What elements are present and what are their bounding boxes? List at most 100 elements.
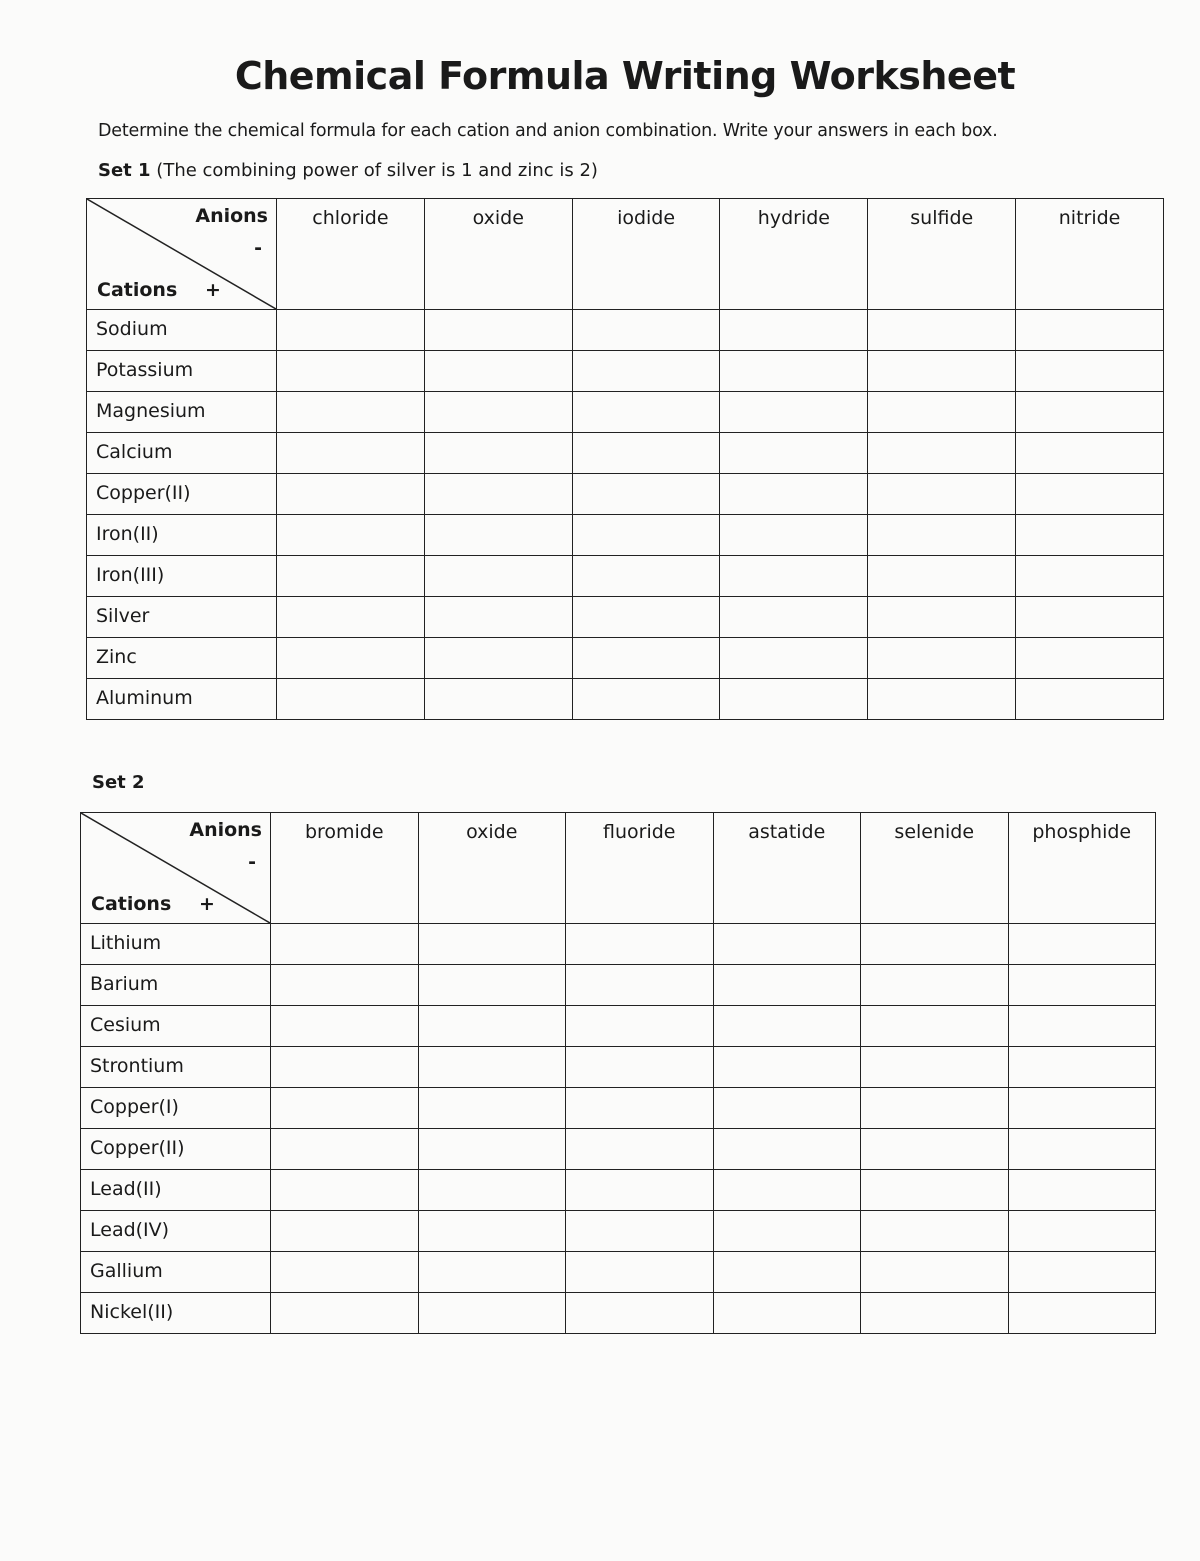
- anions-label: Anions: [189, 819, 262, 841]
- answer-box: [571, 596, 721, 638]
- corner-header-cell: Anions - Cations +: [80, 812, 271, 924]
- answer-box: [719, 596, 869, 638]
- answer-box: [712, 1292, 861, 1334]
- table-row: Calcium: [86, 432, 1164, 474]
- answer-box: [276, 473, 425, 515]
- answer-box: [565, 1128, 714, 1170]
- answer-box: [276, 391, 425, 433]
- answer-box: [423, 391, 573, 433]
- answer-box: [417, 1128, 566, 1170]
- worksheet-title: Chemical Formula Writing Worksheet: [234, 54, 1016, 98]
- anion-header-nitride: nitride: [1015, 198, 1164, 310]
- set-1-table: Anions - Cations + chloride oxide iodide hydrid…: [86, 198, 1164, 720]
- cation-label: Iron(III): [86, 555, 277, 597]
- answer-box: [571, 350, 721, 392]
- answer-box: [276, 432, 425, 474]
- cation-label: Gallium: [80, 1251, 271, 1293]
- answer-box: [712, 1005, 861, 1047]
- answer-box: [270, 1046, 419, 1088]
- answer-box: [712, 1046, 861, 1088]
- answer-box: [1015, 473, 1164, 515]
- answer-box: [860, 1128, 1009, 1170]
- answer-box: [1015, 432, 1164, 474]
- answer-box: [565, 1251, 714, 1293]
- answer-box: [867, 350, 1017, 392]
- answer-box: [860, 1005, 1009, 1047]
- answer-box: [270, 1005, 419, 1047]
- answer-box: [270, 1292, 419, 1334]
- anion-header-phosphide: phosphide: [1007, 812, 1156, 924]
- cation-label: Sodium: [86, 309, 277, 351]
- answer-box: [860, 1210, 1009, 1252]
- answer-box: [719, 473, 869, 515]
- answer-box: [867, 432, 1017, 474]
- answer-box: [1015, 637, 1164, 679]
- answer-box: [276, 350, 425, 392]
- cation-label: Silver: [86, 596, 277, 638]
- answer-box: [1007, 1251, 1156, 1293]
- table-row: Zinc: [86, 637, 1164, 679]
- answer-box: [417, 1169, 566, 1211]
- table-row: Nickel(II): [80, 1292, 1156, 1334]
- cation-label: Nickel(II): [80, 1292, 271, 1334]
- answer-box: [867, 309, 1017, 351]
- answer-box: [571, 555, 721, 597]
- table-row: Iron(III): [86, 555, 1164, 597]
- answer-box: [712, 923, 861, 965]
- answer-box: [867, 637, 1017, 679]
- answer-box: [1015, 555, 1164, 597]
- set-2-table: Anions - Cations + bromide oxide fluoride astat…: [80, 812, 1156, 1334]
- answer-box: [867, 514, 1017, 556]
- cation-label: Barium: [80, 964, 271, 1006]
- answer-box: [423, 350, 573, 392]
- answer-box: [423, 678, 573, 720]
- answer-box: [565, 923, 714, 965]
- cation-label: Copper(II): [80, 1128, 271, 1170]
- answer-box: [571, 473, 721, 515]
- cations-label: Cations: [97, 279, 178, 301]
- cation-label: Lead(II): [80, 1169, 271, 1211]
- minus-sign: -: [254, 237, 262, 259]
- cation-label: Cesium: [80, 1005, 271, 1047]
- answer-box: [860, 1087, 1009, 1129]
- cation-label: Iron(II): [86, 514, 277, 556]
- answer-box: [860, 1292, 1009, 1334]
- answer-box: [860, 964, 1009, 1006]
- answer-box: [423, 637, 573, 679]
- table-row: Lithium: [80, 923, 1156, 965]
- answer-box: [276, 637, 425, 679]
- anion-header-bromide: bromide: [270, 812, 419, 924]
- answer-box: [1007, 1292, 1156, 1334]
- table-row: Lead(II): [80, 1169, 1156, 1211]
- anion-header-sulfide: sulfide: [867, 198, 1017, 310]
- answer-box: [719, 391, 869, 433]
- answer-box: [1007, 1169, 1156, 1211]
- answer-box: [867, 473, 1017, 515]
- answer-box: [423, 596, 573, 638]
- answer-box: [423, 473, 573, 515]
- answer-box: [571, 678, 721, 720]
- answer-box: [276, 514, 425, 556]
- table-row: Gallium: [80, 1251, 1156, 1293]
- minus-sign: -: [248, 851, 256, 873]
- table-row: Magnesium: [86, 391, 1164, 433]
- diagonal-divider: [87, 199, 276, 309]
- cation-label: Lithium: [80, 923, 271, 965]
- answer-box: [712, 964, 861, 1006]
- table-row: Iron(II): [86, 514, 1164, 556]
- table-row: Cesium: [80, 1005, 1156, 1047]
- answer-box: [712, 1128, 861, 1170]
- table-row: Potassium: [86, 350, 1164, 392]
- answer-box: [417, 1087, 566, 1129]
- answer-box: [1015, 391, 1164, 433]
- answer-box: [1015, 596, 1164, 638]
- table-row: Barium: [80, 964, 1156, 1006]
- anions-label: Anions: [195, 205, 268, 227]
- answer-box: [867, 678, 1017, 720]
- set-2-title: Set 2: [92, 772, 145, 793]
- answer-box: [276, 555, 425, 597]
- answer-box: [276, 596, 425, 638]
- answer-box: [565, 964, 714, 1006]
- diagonal-divider: [81, 813, 270, 923]
- answer-box: [712, 1251, 861, 1293]
